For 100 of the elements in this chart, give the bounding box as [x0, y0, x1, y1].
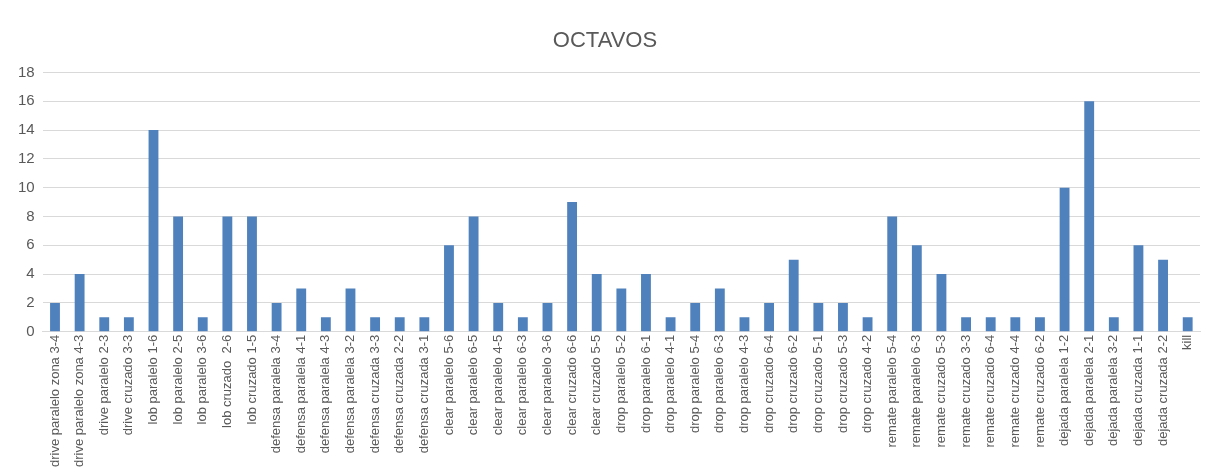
x-tick-label: dejada paralela 2-1: [1080, 334, 1096, 447]
bar: [1059, 187, 1070, 332]
x-tick-label: drop paralelo 5-4: [686, 334, 702, 434]
x-tick-label: drop cruzado 5-3: [834, 334, 850, 434]
bar: [1133, 245, 1144, 332]
bar: [517, 317, 528, 332]
x-tick-label: remate cruzado 6-4: [982, 334, 998, 448]
bar: [419, 317, 430, 332]
bar: [542, 302, 553, 332]
bar: [173, 216, 184, 332]
x-tick-label: defensa paralela 3-2: [342, 334, 358, 454]
bar: [764, 302, 775, 332]
bar: [714, 288, 725, 332]
bar: [320, 317, 331, 332]
bar: [444, 245, 454, 332]
x-tick-label: lob cruzado 2-6: [218, 334, 234, 428]
bar: [616, 288, 627, 332]
x-tick-label: remate cruzado 5-3: [933, 334, 949, 448]
x-tick-label: lob paralelo 3-6: [194, 334, 210, 425]
x-tick-label: drive cruzado 3-3: [120, 334, 136, 436]
x-tick-label: defensa paralela 3-4: [268, 334, 284, 454]
x-tick-label: drop paralelo 5-2: [612, 334, 628, 434]
y-tick-label: 2: [26, 293, 35, 311]
x-tick-label: defensa cruzada 3-3: [366, 334, 382, 454]
x-tick-label: drop paralelo 4-3: [736, 334, 752, 434]
chart-title: OCTAVOS: [552, 27, 658, 53]
x-tick-label: lob paralelo 2-5: [169, 334, 185, 425]
x-tick-label: remate cruzado 3-3: [957, 334, 973, 448]
y-tick-label: 14: [18, 120, 35, 138]
y-tick-label: 16: [18, 91, 35, 109]
bar: [862, 317, 873, 332]
bar: [123, 317, 134, 332]
x-tick-label: defensa paralela 4-1: [292, 334, 308, 454]
bar: [665, 317, 676, 332]
x-tick-label: remate cruzado 6-2: [1031, 334, 1047, 448]
x-tick-label: clear cruzado 6-6: [563, 334, 579, 436]
bar: [788, 259, 799, 332]
x-tick-label: dejada cruzada 1-1: [1130, 334, 1146, 447]
bar: [296, 288, 307, 332]
bar: [50, 302, 60, 332]
bar: [468, 216, 479, 332]
x-tick-label: dejada cruzada 2-2: [1154, 334, 1170, 447]
x-tick-label: drop paralelo 6-3: [711, 334, 727, 434]
x-tick-label: kill: [1179, 334, 1195, 350]
y-tick-label: 6: [26, 235, 35, 253]
bar: [591, 274, 602, 332]
bar: [641, 274, 651, 332]
bar: [247, 216, 257, 332]
bar: [370, 317, 381, 332]
y-tick-label: 10: [18, 177, 35, 195]
x-tick-label: clear paralelo 3-6: [539, 334, 555, 436]
bar: [985, 317, 996, 332]
x-tick-label: drop paralelo 6-1: [637, 334, 653, 434]
bar: [1010, 317, 1021, 332]
bar: [739, 317, 750, 332]
bar: [887, 216, 898, 332]
bar: [1158, 259, 1168, 332]
bar: [345, 288, 356, 332]
x-tick-label: remate cruzado 4-4: [1006, 334, 1022, 448]
bar: [394, 317, 405, 332]
x-tick-label: remate paralelo 5-4: [883, 334, 899, 448]
bar: [838, 302, 848, 332]
x-tick-label: drop cruzado 5-1: [809, 334, 825, 434]
bar: [222, 216, 233, 332]
x-tick-label: drop cruzado 6-4: [760, 334, 776, 434]
y-tick-label: 12: [18, 148, 35, 166]
y-tick-label: 8: [26, 206, 35, 224]
y-tick-label: 4: [26, 264, 35, 282]
x-tick-label: defensa paralela 4-3: [317, 334, 333, 454]
x-tick-label: lob paralelo 1-6: [145, 334, 161, 425]
bar: [911, 245, 922, 332]
x-tick-label: clear paralelo 5-6: [440, 334, 456, 436]
bar: [961, 317, 971, 332]
bar: [74, 274, 85, 332]
x-tick-label: dejada paralela 1-2: [1056, 334, 1072, 447]
bar: [813, 302, 824, 332]
bar: [1108, 317, 1119, 332]
x-tick-label: remate paralelo 6-3: [908, 334, 924, 448]
bar: [1182, 317, 1193, 332]
x-tick-label: dejada paralela 3-2: [1105, 334, 1121, 447]
x-tick-label: clear paralelo 6-3: [514, 334, 530, 436]
bar: [197, 317, 208, 332]
x-tick-label: drop cruzado 6-2: [785, 334, 801, 434]
x-tick-label: drop cruzado 4-2: [859, 334, 875, 434]
bar: [567, 202, 578, 332]
x-tick-label: clear cruzado 5-5: [588, 334, 604, 436]
x-tick-label: drop paralelo 4-1: [662, 334, 678, 434]
bar: [1035, 317, 1045, 332]
x-tick-label: drive paralelo zona 3-4: [46, 334, 62, 467]
y-tick-label: 0: [26, 321, 35, 339]
bar: [99, 317, 110, 332]
bar: [148, 130, 159, 332]
x-tick-label: defensa cruzada 2-2: [391, 334, 407, 454]
x-tick-label: drive paralelo zona 4-3: [71, 334, 87, 467]
bar: [1084, 101, 1095, 332]
bar: [690, 302, 701, 332]
x-tick-label: clear paralelo 4-5: [489, 334, 505, 436]
bar: [493, 302, 504, 332]
bar: [271, 302, 282, 332]
bar: [936, 274, 947, 332]
